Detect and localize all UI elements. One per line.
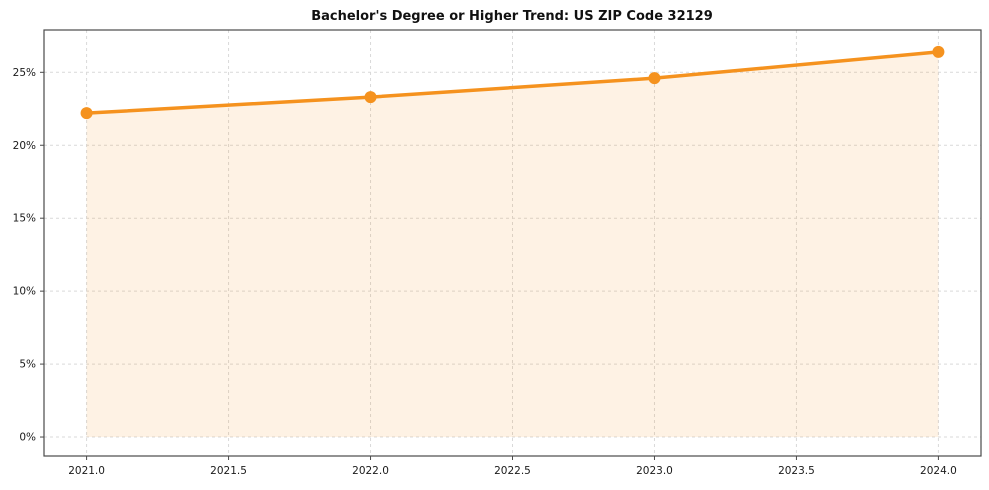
area-fill	[86, 51, 939, 438]
y-tick-label: 15%	[13, 213, 36, 225]
y-tick-label: 25%	[13, 67, 36, 79]
data-point-marker	[80, 107, 93, 120]
x-tick-label: 2024.0	[920, 465, 957, 477]
y-tick-label: 5%	[19, 359, 36, 371]
x-tick-label: 2022.0	[352, 465, 389, 477]
y-tick-label: 0%	[19, 432, 36, 444]
data-point-marker	[932, 45, 945, 58]
x-tick-label: 2023.0	[636, 465, 673, 477]
trend-line	[84, 50, 941, 115]
y-tick-label: 10%	[13, 286, 36, 298]
y-tick-label: 20%	[13, 140, 36, 152]
x-tick-label: 2021.5	[210, 465, 247, 477]
x-tick-label: 2022.5	[494, 465, 531, 477]
chart-title: Bachelor's Degree or Higher Trend: US ZI…	[311, 9, 713, 24]
x-tick-label: 2021.0	[68, 465, 105, 477]
data-point-marker	[648, 72, 661, 85]
x-tick-label: 2023.5	[778, 465, 815, 477]
data-point-marker	[364, 91, 377, 104]
